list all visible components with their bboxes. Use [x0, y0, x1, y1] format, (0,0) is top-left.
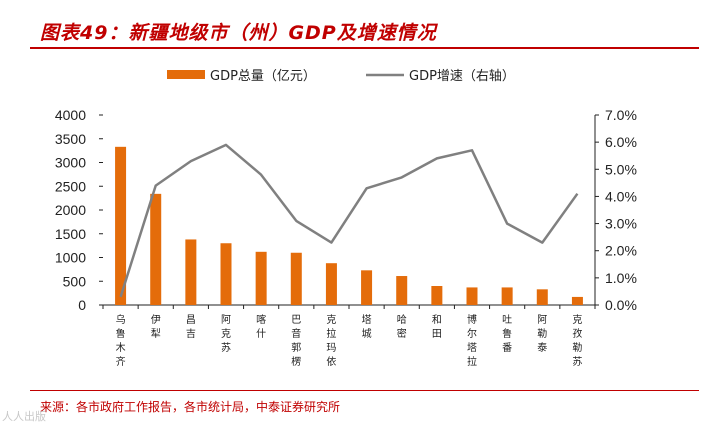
x-tick-label: 克孜勒苏	[572, 314, 582, 368]
x-tick-label: 伊犁	[151, 314, 161, 340]
bar	[255, 251, 267, 305]
y-left-tick-label: 0	[78, 297, 86, 313]
bar	[185, 239, 197, 305]
y-axis-left: 0 500 1000 1500 2000 2500 3000 3500 4000	[55, 107, 103, 313]
y-right-tick-label: 4.0%	[605, 188, 637, 204]
bar	[325, 263, 337, 305]
y-left-tick-label: 2000	[55, 202, 86, 218]
bar	[115, 146, 127, 305]
y-left-tick-label: 3000	[55, 155, 86, 171]
chart-title: 图表49：新疆地级市（州）GDP及增速情况	[40, 22, 437, 44]
y-right-tick-label: 0.0%	[605, 297, 637, 313]
x-tick-label: 乌鲁木齐	[116, 313, 126, 368]
x-tick-label: 巴音郭楞	[291, 314, 301, 368]
x-tick-label: 昌吉	[186, 314, 196, 340]
y-right-tick-label: 2.0%	[605, 243, 637, 259]
x-tick-label: 吐鲁番	[502, 314, 512, 354]
bar	[571, 296, 583, 305]
y-right-tick-label: 1.0%	[605, 270, 637, 286]
y-left-tick-label: 2500	[55, 178, 86, 194]
y-axis-right: 0.0% 1.0% 2.0% 3.0% 4.0% 5.0% 6.0% 7.0%	[594, 107, 637, 313]
x-tick-label: 克拉玛依	[326, 314, 336, 368]
legend: GDP总量（亿元） GDP增速（右轴）	[167, 69, 515, 84]
title-rule	[30, 47, 699, 49]
y-right-tick-label: 3.0%	[605, 216, 637, 232]
y-left-tick-label: 4000	[55, 107, 86, 123]
bar	[536, 289, 548, 305]
bar	[466, 287, 478, 305]
y-left-tick-label: 1500	[55, 226, 86, 242]
bar	[431, 286, 443, 305]
y-left-tick-label: 3500	[55, 131, 86, 147]
legend-bar-swatch	[167, 70, 205, 79]
legend-bar-label: GDP总量（亿元）	[210, 69, 316, 84]
bar	[396, 276, 408, 305]
x-tick-label: 喀什	[256, 313, 266, 340]
x-tick-label: 和田	[432, 314, 442, 340]
x-tick-label: 博尔塔拉	[467, 313, 477, 368]
bar	[361, 270, 373, 305]
watermark: 人人出版	[2, 410, 46, 423]
legend-line-label: GDP增速（右轴）	[409, 69, 515, 84]
source-note: 来源：各市政府工作报告，各市统计局，中泰证券研究所	[40, 400, 341, 414]
x-tick-label: 塔城	[362, 313, 372, 340]
x-tick-label: 哈密	[397, 313, 407, 340]
growth-line	[119, 143, 579, 298]
x-tick-label: 阿克苏	[221, 314, 231, 354]
y-right-tick-label: 5.0%	[605, 161, 637, 177]
bar	[501, 287, 513, 305]
y-left-tick-label: 500	[63, 273, 87, 289]
y-right-tick-label: 6.0%	[605, 134, 637, 150]
x-tick-label: 阿勒泰	[537, 314, 547, 354]
source-rule	[30, 390, 699, 391]
bar	[290, 252, 302, 305]
y-right-tick-label: 7.0%	[605, 107, 637, 123]
bar	[150, 193, 162, 305]
bar-series	[115, 146, 583, 305]
bar	[220, 243, 232, 305]
y-left-tick-label: 1000	[55, 250, 86, 266]
